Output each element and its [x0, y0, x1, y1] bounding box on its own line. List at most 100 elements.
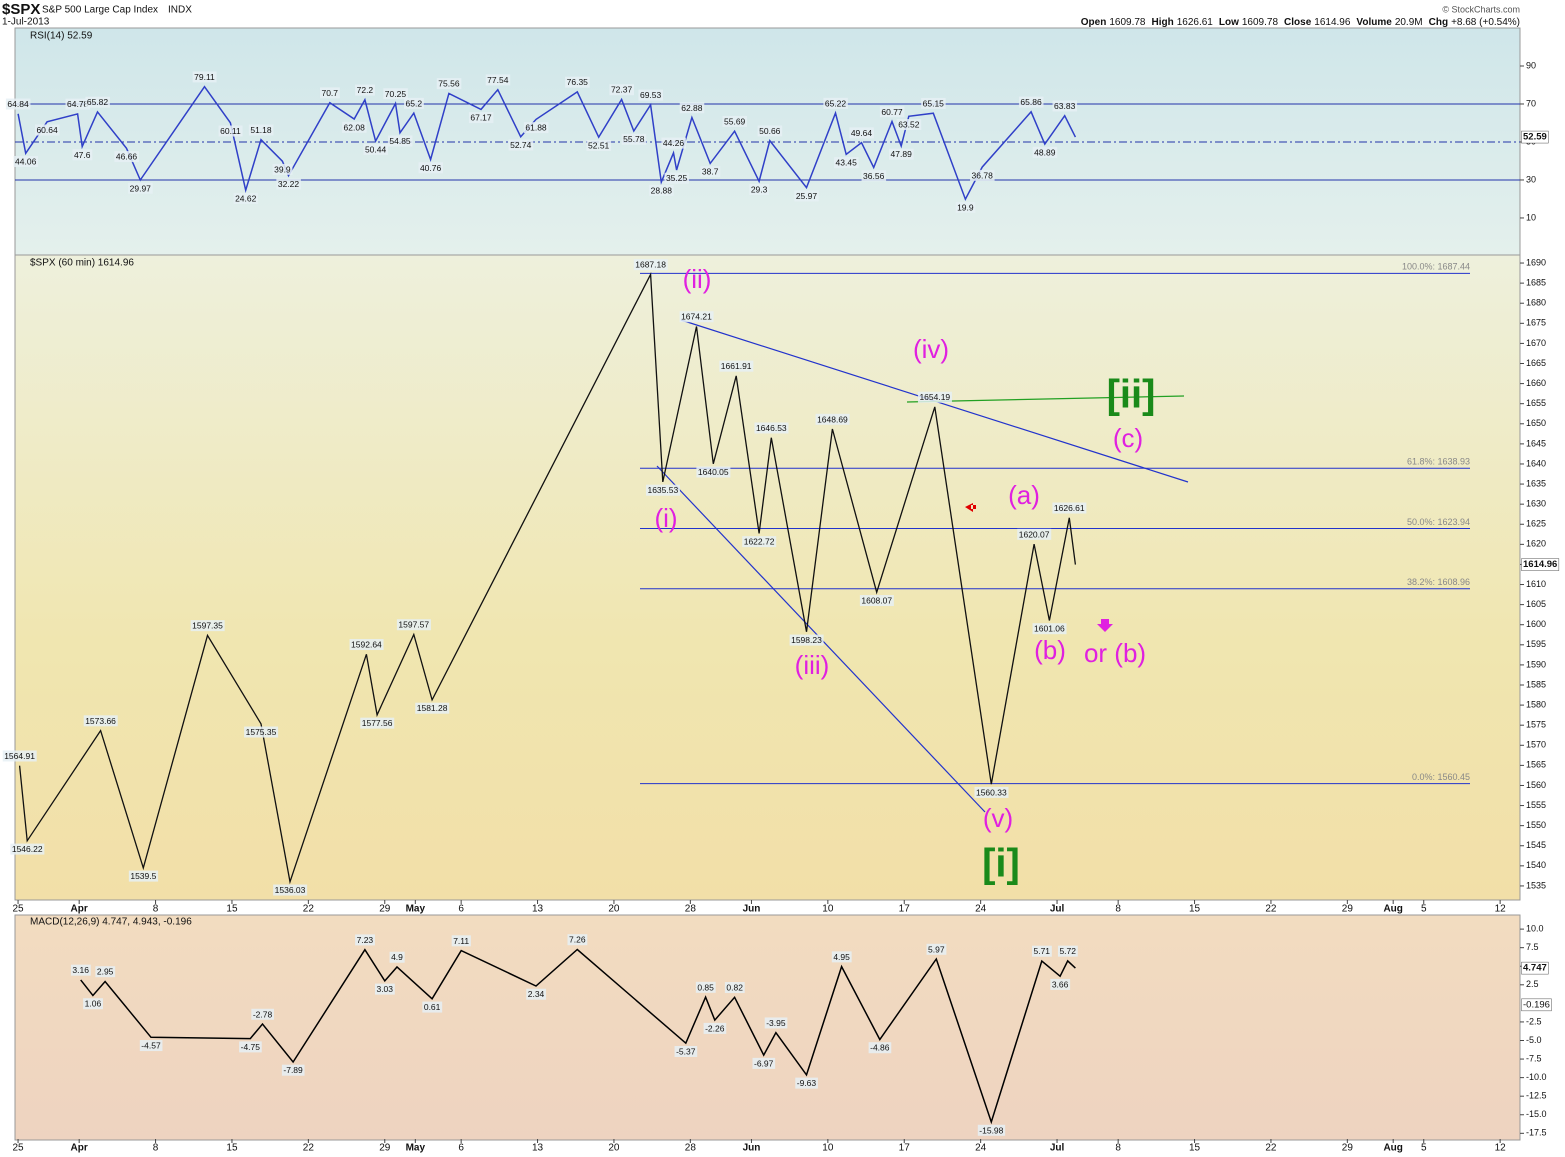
y-tick-label: -17.5	[1526, 1128, 1547, 1138]
label-box	[674, 1045, 698, 1057]
quote-value: 1626.61	[1177, 17, 1214, 28]
data-label: 46.66	[116, 152, 138, 162]
data-label: 65.82	[87, 97, 109, 107]
data-label: 44.26	[663, 138, 685, 148]
data-label: 72.37	[611, 85, 633, 95]
quote-value: 20.9M	[1395, 17, 1423, 28]
data-label: 50.44	[365, 144, 387, 154]
label-box	[415, 702, 450, 714]
wave-label: (c)	[1113, 423, 1143, 453]
x-tick-label: 25	[12, 1143, 24, 1154]
label-box	[65, 98, 91, 110]
data-label: 65.2	[406, 98, 423, 108]
label-box	[724, 982, 745, 994]
label-box	[795, 1077, 818, 1089]
y-tick-label: 1565	[1526, 760, 1546, 770]
data-label: 64.84	[7, 99, 29, 109]
label-box	[374, 983, 395, 995]
data-label: 52.51	[588, 140, 610, 150]
data-label: 1592.64	[351, 640, 382, 650]
label-box	[128, 870, 159, 882]
y-tick-label: 10	[1526, 212, 1536, 222]
label-box	[523, 122, 549, 134]
exchange: INDX	[168, 5, 192, 16]
data-label: 36.78	[972, 170, 994, 180]
label-box	[703, 1022, 727, 1034]
label-box	[355, 934, 375, 946]
trend-line	[906, 395, 1185, 403]
label-box	[868, 1042, 892, 1054]
label-box	[1521, 558, 1560, 571]
symbol: $SPX	[2, 1, 40, 18]
label-box	[834, 157, 859, 169]
date: 1-Jul-2013	[2, 17, 50, 28]
label-box	[974, 786, 1009, 798]
wave-label: [ii]	[1107, 373, 1156, 417]
data-label: 4.9	[391, 952, 403, 962]
data-label: 1539.5	[130, 871, 156, 881]
x-tick-label: 20	[608, 1143, 620, 1154]
data-label: 1640.05	[698, 467, 729, 477]
data-label: 55.69	[724, 116, 746, 126]
data-label: 7.11	[453, 936, 469, 946]
data-label: 5.97	[928, 944, 945, 954]
label-box	[609, 84, 634, 96]
label-box	[85, 96, 110, 108]
data-label: 70.25	[385, 89, 407, 99]
y-tick-label: -7.5	[1526, 1053, 1542, 1063]
label-box	[638, 89, 664, 101]
label-box	[1521, 130, 1549, 144]
label-box	[977, 1124, 1006, 1136]
data-label: 4.95	[833, 952, 850, 962]
rsi-title: RSI(14) 52.59	[30, 31, 93, 42]
label-box	[633, 259, 668, 271]
data-label: 1620.07	[1019, 529, 1050, 539]
arrow	[1097, 619, 1113, 632]
quote-label: Close	[1284, 17, 1312, 28]
x-tick-label: 12	[1495, 904, 1507, 915]
data-label: 67.17	[470, 113, 492, 123]
x-tick-label: 29	[1342, 904, 1354, 915]
x-tick-label: 24	[975, 1143, 987, 1154]
fib-label: 38.2%: 1608.96	[1407, 577, 1470, 587]
wave-label: (iii)	[795, 650, 830, 680]
y-tick-label: -12.5	[1526, 1091, 1547, 1101]
label-box	[83, 998, 103, 1010]
data-label: 28.88	[651, 185, 673, 195]
label-box	[1032, 146, 1058, 158]
y-tick-label: 1655	[1526, 398, 1546, 408]
label-box	[95, 966, 116, 978]
y-tick-label: 1650	[1526, 418, 1546, 428]
wave-label: [i]	[982, 842, 1020, 886]
data-label: 72.2	[357, 85, 374, 95]
data-label: 55.78	[623, 134, 645, 144]
x-tick-label: Jun	[743, 1143, 761, 1154]
x-tick-label: 6	[458, 1143, 464, 1154]
label-box	[114, 151, 139, 163]
macd-title: MACD(12,26,9) 4.747, 4.943, -0.196	[30, 917, 192, 928]
label-box	[468, 112, 494, 124]
x-tick-label: Apr	[71, 904, 88, 915]
label-box	[272, 163, 293, 175]
data-label: 76.35	[567, 77, 589, 87]
x-tick-label: 17	[899, 904, 911, 915]
data-label: 1608.07	[861, 596, 892, 606]
x-tick-label: Jul	[1050, 904, 1065, 915]
data-label: 36.56	[863, 171, 885, 181]
label-box	[696, 466, 731, 478]
data-label: 2.95	[97, 967, 114, 977]
data-label: 4.747	[1523, 963, 1547, 974]
label-box	[789, 634, 824, 646]
data-label: 1598.23	[791, 635, 822, 645]
label-box	[1017, 528, 1052, 540]
x-tick-label: 29	[379, 1143, 391, 1154]
data-label: 1622.72	[744, 537, 775, 547]
label-box	[679, 102, 705, 114]
data-label: 5.71	[1033, 946, 1050, 956]
label-box	[5, 98, 31, 110]
label-box	[926, 943, 947, 955]
y-tick-label: 90	[1526, 60, 1536, 70]
y-tick-label: 1555	[1526, 800, 1546, 810]
label-box	[661, 137, 686, 149]
label-box	[13, 156, 39, 168]
